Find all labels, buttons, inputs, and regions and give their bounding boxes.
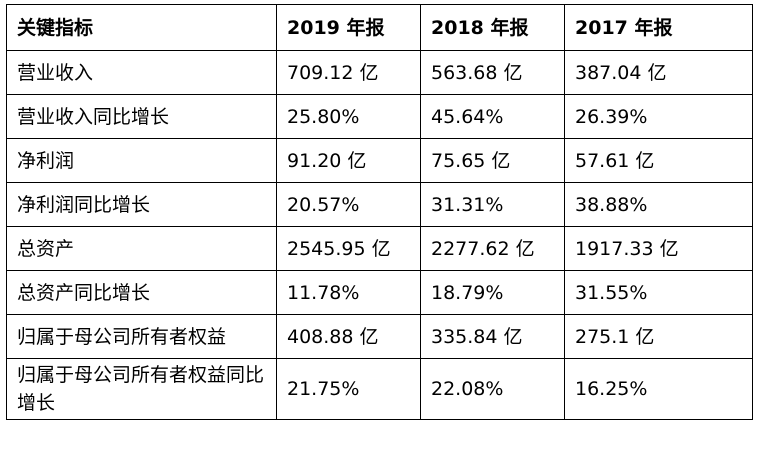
header-indicator: 关键指标 xyxy=(6,4,277,51)
cell-2018: 2277.62 亿 xyxy=(420,226,565,271)
cell-2019: 21.75% xyxy=(276,358,421,420)
row-label: 净利润同比增长 xyxy=(6,182,277,227)
cell-2018: 45.64% xyxy=(420,94,565,139)
cell-2017: 275.1 亿 xyxy=(564,314,753,359)
row-label: 归属于母公司所有者权益 xyxy=(6,314,277,359)
row-label: 总资产同比增长 xyxy=(6,270,277,315)
cell-2018: 563.68 亿 xyxy=(420,50,565,95)
cell-2018: 335.84 亿 xyxy=(420,314,565,359)
cell-2018: 22.08% xyxy=(420,358,565,420)
header-2018: 2018 年报 xyxy=(420,4,565,51)
table-row: 归属于母公司所有者权益 408.88 亿 335.84 亿 275.1 亿 xyxy=(6,314,753,359)
row-label: 营业收入同比增长 xyxy=(6,94,277,139)
cell-2018: 75.65 亿 xyxy=(420,138,565,183)
header-2019: 2019 年报 xyxy=(276,4,421,51)
header-2017: 2017 年报 xyxy=(564,4,753,51)
cell-2018: 18.79% xyxy=(420,270,565,315)
cell-2017: 1917.33 亿 xyxy=(564,226,753,271)
table-row: 归属于母公司所有者权益同比增长 21.75% 22.08% 16.25% xyxy=(6,358,753,420)
cell-2019: 91.20 亿 xyxy=(276,138,421,183)
cell-2019: 408.88 亿 xyxy=(276,314,421,359)
cell-2017: 38.88% xyxy=(564,182,753,227)
table-row: 净利润同比增长 20.57% 31.31% 38.88% xyxy=(6,182,753,227)
cell-2017: 387.04 亿 xyxy=(564,50,753,95)
row-label: 营业收入 xyxy=(6,50,277,95)
cell-2017: 16.25% xyxy=(564,358,753,420)
financial-indicators-table: 关键指标 2019 年报 2018 年报 2017 年报 营业收入 709.12… xyxy=(6,4,753,420)
table-row: 净利润 91.20 亿 75.65 亿 57.61 亿 xyxy=(6,138,753,183)
cell-2017: 57.61 亿 xyxy=(564,138,753,183)
cell-2018: 31.31% xyxy=(420,182,565,227)
cell-2019: 2545.95 亿 xyxy=(276,226,421,271)
financial-table-container: 关键指标 2019 年报 2018 年报 2017 年报 营业收入 709.12… xyxy=(6,4,753,420)
row-label: 总资产 xyxy=(6,226,277,271)
row-label: 归属于母公司所有者权益同比增长 xyxy=(6,358,277,420)
table-row: 总资产 2545.95 亿 2277.62 亿 1917.33 亿 xyxy=(6,226,753,271)
cell-2019: 11.78% xyxy=(276,270,421,315)
table-header-row: 关键指标 2019 年报 2018 年报 2017 年报 xyxy=(6,4,753,51)
cell-2019: 709.12 亿 xyxy=(276,50,421,95)
row-label: 净利润 xyxy=(6,138,277,183)
table-row: 营业收入同比增长 25.80% 45.64% 26.39% xyxy=(6,94,753,139)
cell-2019: 20.57% xyxy=(276,182,421,227)
cell-2019: 25.80% xyxy=(276,94,421,139)
cell-2017: 31.55% xyxy=(564,270,753,315)
table-row: 营业收入 709.12 亿 563.68 亿 387.04 亿 xyxy=(6,50,753,95)
cell-2017: 26.39% xyxy=(564,94,753,139)
table-row: 总资产同比增长 11.78% 18.79% 31.55% xyxy=(6,270,753,315)
